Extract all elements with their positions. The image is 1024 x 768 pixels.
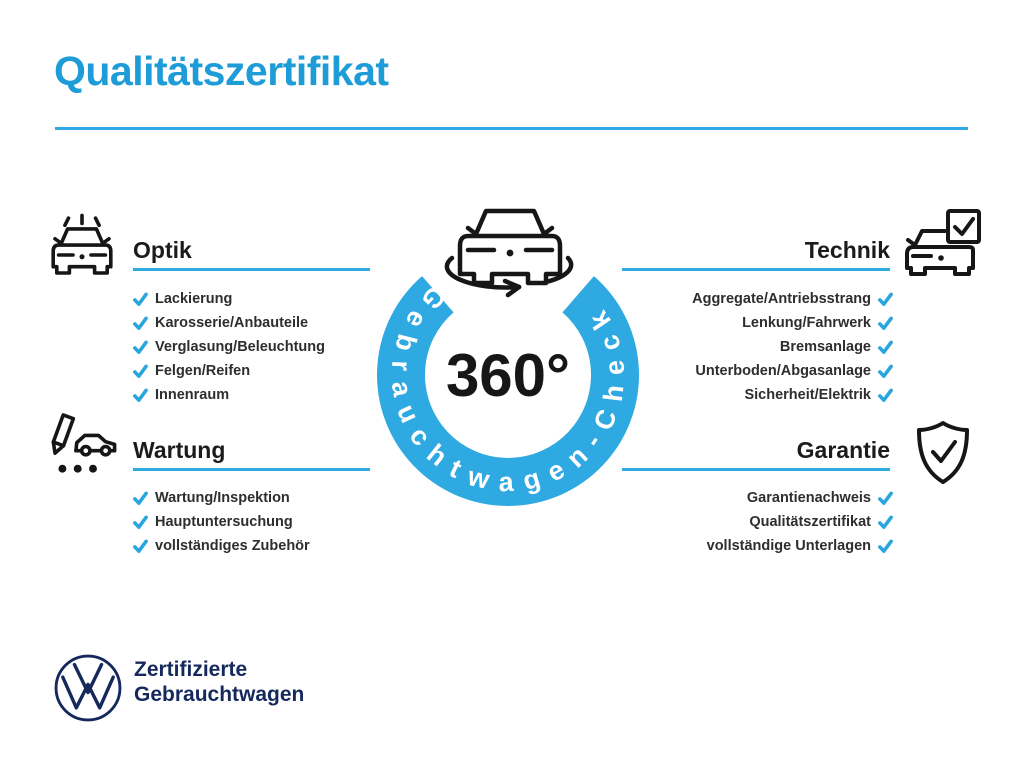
checkmark-icon — [133, 340, 148, 354]
checkmark-icon — [878, 364, 893, 378]
shield-check-icon — [917, 421, 969, 484]
badge-360-check: Gebrauchtwagen-Check 360° — [377, 208, 639, 506]
list-item: Qualitätszertifikat — [500, 510, 893, 534]
checkmark-icon — [878, 292, 893, 306]
badge-ring — [377, 276, 639, 506]
list-item-label: Lackierung — [155, 291, 233, 307]
list-item-label: Felgen/Reifen — [155, 363, 251, 379]
title-divider — [55, 127, 968, 130]
list-item-label: vollständige Unterlagen — [706, 538, 871, 554]
list-item: Innenraum — [133, 383, 325, 407]
checkmark-icon — [878, 316, 893, 330]
optik-divider — [133, 268, 370, 271]
checkmark-icon — [133, 388, 148, 402]
checkmark-icon — [878, 340, 893, 354]
brand-text: Zertifizierte Gebrauchtwagen — [134, 657, 304, 707]
checkmark-icon — [133, 491, 148, 505]
brand-line-1: Zertifizierte — [134, 658, 248, 681]
section-title-wartung: Wartung — [133, 437, 226, 463]
badge-value: 360° — [446, 342, 570, 409]
list-item-label: Wartung/Inspektion — [155, 490, 290, 506]
section-title-garantie: Garantie — [796, 437, 890, 463]
car-rotate-icon — [444, 208, 574, 298]
garantie-divider — [622, 468, 890, 471]
list-item-label: Karosserie/Anbauteile — [155, 315, 309, 331]
list-item: Aggregate/Antriebsstrang — [500, 287, 893, 311]
technik-list: Aggregate/Antriebsstrang Lenkung/Fahrwer… — [500, 287, 893, 407]
list-item: Lackierung — [133, 287, 325, 311]
checkmark-icon — [133, 515, 148, 529]
checkmark-icon — [878, 491, 893, 505]
checkmark-icon — [133, 316, 148, 330]
checkmark-icon — [133, 292, 148, 306]
list-item: Wartung/Inspektion — [133, 486, 310, 510]
list-item-label: Qualitätszertifikat — [749, 514, 871, 530]
checkmark-icon — [878, 539, 893, 553]
list-item-label: Hauptuntersuchung — [155, 514, 293, 530]
list-item-label: Aggregate/Antriebsstrang — [692, 291, 871, 307]
list-item-label: Innenraum — [155, 387, 230, 403]
wartung-divider — [133, 468, 370, 471]
vw-logo — [54, 654, 122, 722]
wartung-list: Wartung/Inspektion Hauptuntersuchung vol… — [133, 486, 310, 558]
checkmark-icon — [878, 515, 893, 529]
list-item-label: Sicherheit/Elektrik — [744, 387, 871, 403]
brand-line-2: Gebrauchtwagen — [134, 683, 305, 706]
optik-list: Lackierung Karosserie/Anbauteile Verglas… — [133, 287, 325, 407]
list-item-label: Unterboden/Abgasanlage — [695, 363, 871, 379]
checkmark-icon — [133, 539, 148, 553]
list-item: Verglasung/Beleuchtung — [133, 335, 325, 359]
list-item: Bremsanlage — [500, 335, 893, 359]
garantie-list: Garantienachweis Qualitätszertifikat vol… — [500, 486, 893, 558]
list-item: Unterboden/Abgasanlage — [500, 359, 893, 383]
checkmark-icon — [878, 388, 893, 402]
list-item: vollständige Unterlagen — [500, 534, 893, 558]
list-item: vollständiges Zubehör — [133, 534, 310, 558]
list-item-label: Bremsanlage — [779, 339, 871, 355]
list-item-label: vollständiges Zubehör — [155, 538, 310, 554]
list-item: Sicherheit/Elektrik — [500, 383, 893, 407]
list-item-label: Garantienachweis — [746, 490, 871, 506]
list-item: Karosserie/Anbauteile — [133, 311, 325, 335]
technik-divider — [622, 268, 890, 271]
list-item: Garantienachweis — [500, 486, 893, 510]
checkmark-icon — [133, 364, 148, 378]
list-item-label: Lenkung/Fahrwerk — [742, 315, 871, 331]
list-item: Felgen/Reifen — [133, 359, 325, 383]
car-shine-icon — [51, 213, 113, 275]
list-item: Lenkung/Fahrwerk — [500, 311, 893, 335]
list-item: Hauptuntersuchung — [133, 510, 310, 534]
list-item-label: Verglasung/Beleuchtung — [155, 339, 325, 355]
service-note-icon — [51, 413, 117, 473]
car-checkbox-icon — [905, 209, 981, 276]
page-title: Qualitätszertifikat — [54, 48, 389, 94]
section-title-technik: Technik — [804, 237, 890, 263]
section-title-optik: Optik — [133, 237, 192, 263]
